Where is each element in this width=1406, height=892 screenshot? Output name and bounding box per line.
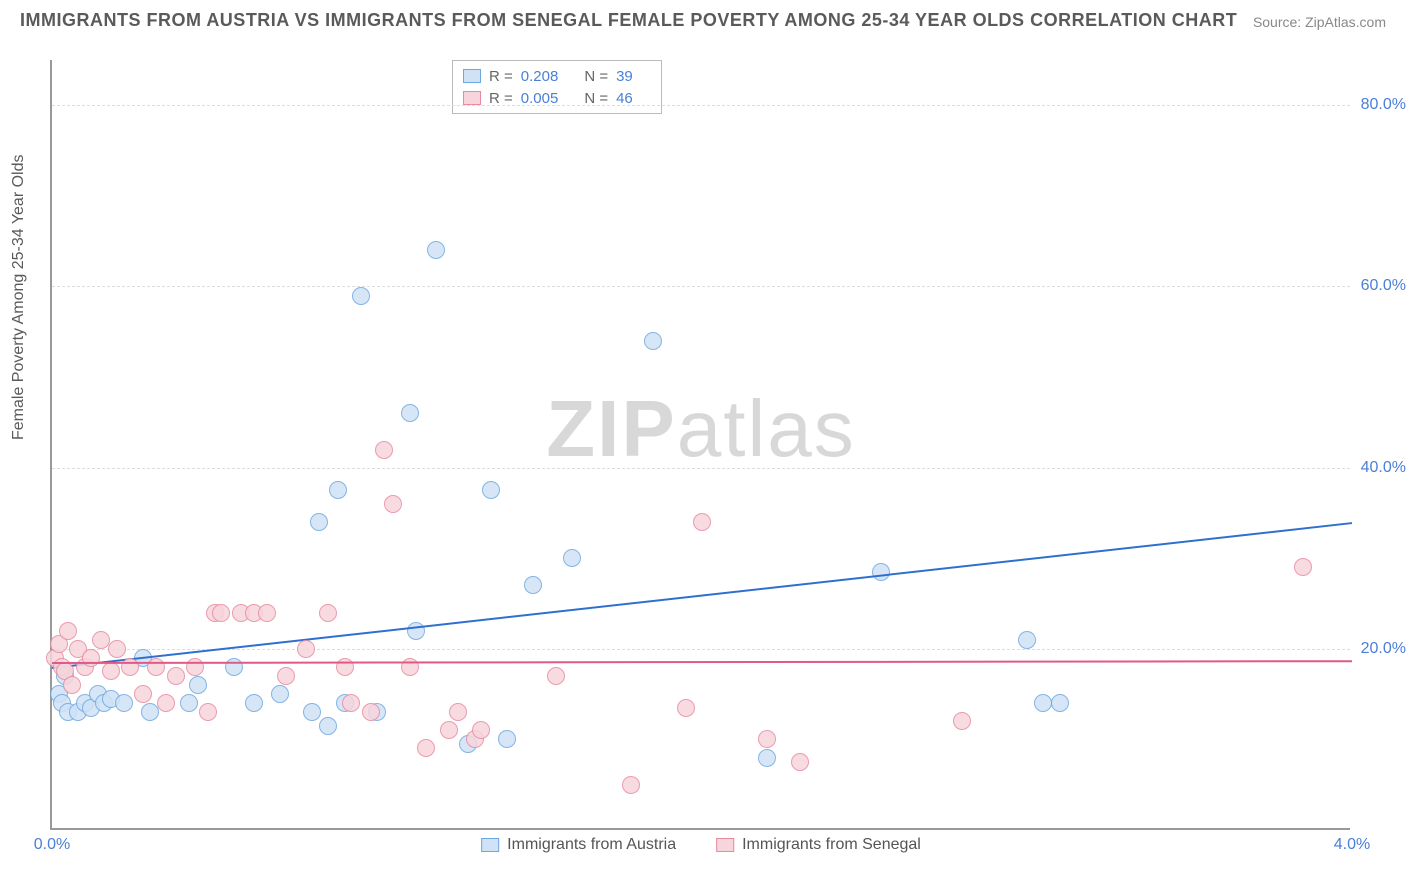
data-point	[277, 667, 295, 685]
data-point	[329, 481, 347, 499]
swatch-austria	[463, 69, 481, 83]
data-point	[167, 667, 185, 685]
gridline	[52, 105, 1350, 106]
watermark-atlas: atlas	[677, 384, 856, 473]
legend-item-senegal: Immigrants from Senegal	[716, 836, 921, 854]
gridline	[52, 649, 1350, 650]
data-point	[524, 576, 542, 594]
data-point	[1051, 694, 1069, 712]
y-axis-label: Female Poverty Among 25-34 Year Olds	[10, 155, 28, 441]
n-label: N =	[584, 68, 608, 85]
swatch-senegal	[716, 838, 734, 852]
series-name-austria: Immigrants from Austria	[507, 836, 676, 854]
data-point	[121, 658, 139, 676]
data-point	[791, 753, 809, 771]
data-point	[362, 703, 380, 721]
source-label: Source: ZipAtlas.com	[1253, 14, 1386, 30]
data-point	[352, 287, 370, 305]
data-point	[1018, 631, 1036, 649]
data-point	[758, 749, 776, 767]
data-point	[147, 658, 165, 676]
trend-line	[52, 522, 1352, 669]
data-point	[547, 667, 565, 685]
data-point	[693, 513, 711, 531]
data-point	[186, 658, 204, 676]
watermark: ZIPatlas	[546, 383, 855, 475]
data-point	[644, 332, 662, 350]
data-point	[342, 694, 360, 712]
data-point	[141, 703, 159, 721]
data-point	[401, 404, 419, 422]
data-point	[953, 712, 971, 730]
y-tick-label: 40.0%	[1361, 459, 1406, 477]
watermark-zip: ZIP	[546, 384, 676, 473]
data-point	[303, 703, 321, 721]
data-point	[225, 658, 243, 676]
data-point	[199, 703, 217, 721]
data-point	[180, 694, 198, 712]
data-point	[482, 481, 500, 499]
gridline	[52, 468, 1350, 469]
data-point	[384, 495, 402, 513]
legend-row-austria: R = 0.208 N = 39	[463, 65, 651, 87]
y-tick-label: 60.0%	[1361, 277, 1406, 295]
plot-area: ZIPatlas R = 0.208 N = 39 R = 0.005 N = …	[50, 60, 1350, 830]
r-value-senegal: 0.005	[521, 90, 559, 107]
data-point	[319, 717, 337, 735]
data-point	[258, 604, 276, 622]
y-tick-label: 20.0%	[1361, 640, 1406, 658]
data-point	[189, 676, 207, 694]
data-point	[319, 604, 337, 622]
data-point	[297, 640, 315, 658]
data-point	[245, 694, 263, 712]
data-point	[115, 694, 133, 712]
legend-item-austria: Immigrants from Austria	[481, 836, 676, 854]
data-point	[563, 549, 581, 567]
data-point	[212, 604, 230, 622]
data-point	[1294, 558, 1312, 576]
r-value-austria: 0.208	[521, 68, 559, 85]
n-value-senegal: 46	[616, 90, 633, 107]
data-point	[472, 721, 490, 739]
data-point	[310, 513, 328, 531]
data-point	[417, 739, 435, 757]
trend-line	[52, 661, 1352, 665]
n-label: N =	[584, 90, 608, 107]
data-point	[82, 649, 100, 667]
data-point	[622, 776, 640, 794]
x-tick-label: 4.0%	[1334, 836, 1370, 854]
chart-title: IMMIGRANTS FROM AUSTRIA VS IMMIGRANTS FR…	[20, 10, 1237, 31]
x-tick-label: 0.0%	[34, 836, 70, 854]
data-point	[271, 685, 289, 703]
data-point	[92, 631, 110, 649]
data-point	[427, 241, 445, 259]
r-label: R =	[489, 68, 513, 85]
series-name-senegal: Immigrants from Senegal	[742, 836, 921, 854]
data-point	[63, 676, 81, 694]
data-point	[108, 640, 126, 658]
data-point	[677, 699, 695, 717]
data-point	[498, 730, 516, 748]
data-point	[157, 694, 175, 712]
data-point	[102, 662, 120, 680]
n-value-austria: 39	[616, 68, 633, 85]
gridline	[52, 286, 1350, 287]
data-point	[872, 563, 890, 581]
r-label: R =	[489, 90, 513, 107]
data-point	[449, 703, 467, 721]
data-point	[440, 721, 458, 739]
series-legend: Immigrants from Austria Immigrants from …	[481, 836, 921, 854]
data-point	[758, 730, 776, 748]
y-tick-label: 80.0%	[1361, 96, 1406, 114]
data-point	[134, 685, 152, 703]
swatch-austria	[481, 838, 499, 852]
data-point	[59, 622, 77, 640]
swatch-senegal	[463, 91, 481, 105]
data-point	[375, 441, 393, 459]
data-point	[407, 622, 425, 640]
